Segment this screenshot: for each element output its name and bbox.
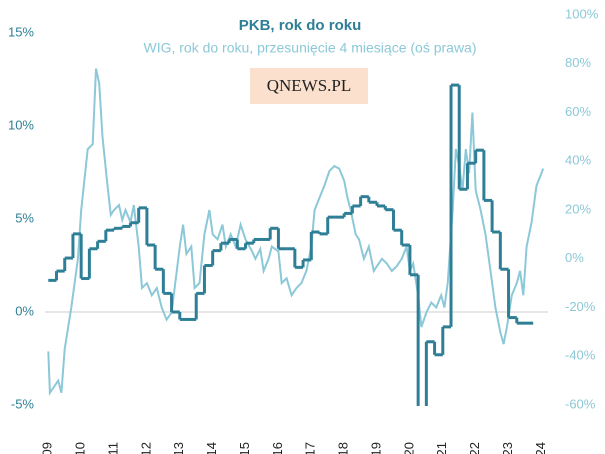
x-tick-label: 2010 (73, 442, 88, 454)
chart-subtitle: WIG, rok do roku, przesunięcie 4 miesiąc… (143, 40, 476, 56)
x-tick-label: 2015 (237, 442, 252, 454)
x-tick-label: 2011 (105, 442, 120, 454)
y2-tick-label: 0% (565, 250, 584, 265)
x-tick-label: 2021 (434, 442, 449, 454)
y-tick-label: 10% (8, 117, 34, 132)
plot-area (47, 68, 545, 406)
x-tick-label: 2022 (467, 442, 482, 454)
y2-tick-label: -20% (565, 299, 596, 314)
logo-box (250, 68, 368, 104)
x-tick-label: 2013 (171, 442, 186, 454)
wig-line (47, 68, 545, 396)
chart-title: PKB, rok do roku (239, 17, 362, 34)
x-tick-label: 2020 (401, 442, 416, 454)
y-tick-label: 5% (15, 210, 34, 225)
y2-tick-label: 40% (565, 153, 591, 168)
y2-tick-label: -40% (565, 348, 596, 363)
x-tick-label: 2024 (533, 442, 548, 454)
y2-tick-label: 80% (565, 55, 591, 70)
y-tick-label: 15% (8, 24, 34, 39)
x-tick-label: 2017 (303, 442, 318, 454)
y2-tick-label: -60% (565, 396, 596, 411)
y2-tick-label: 20% (565, 201, 591, 216)
x-tick-label: 2023 (500, 442, 515, 454)
x-tick-label: 2009 (40, 442, 55, 454)
x-tick-label: 2014 (204, 442, 219, 454)
y-tick-label: 0% (15, 303, 34, 318)
x-tick-label: 2016 (270, 442, 285, 454)
x-tick-label: 2019 (368, 442, 383, 454)
x-tick-label: 2012 (138, 442, 153, 454)
logo: QNEWS.PL (267, 76, 352, 95)
x-tick-label: 2018 (336, 442, 351, 454)
y-tick-label: -5% (11, 396, 35, 411)
y2-tick-label: 100% (565, 6, 599, 21)
y2-tick-label: 60% (565, 104, 591, 119)
